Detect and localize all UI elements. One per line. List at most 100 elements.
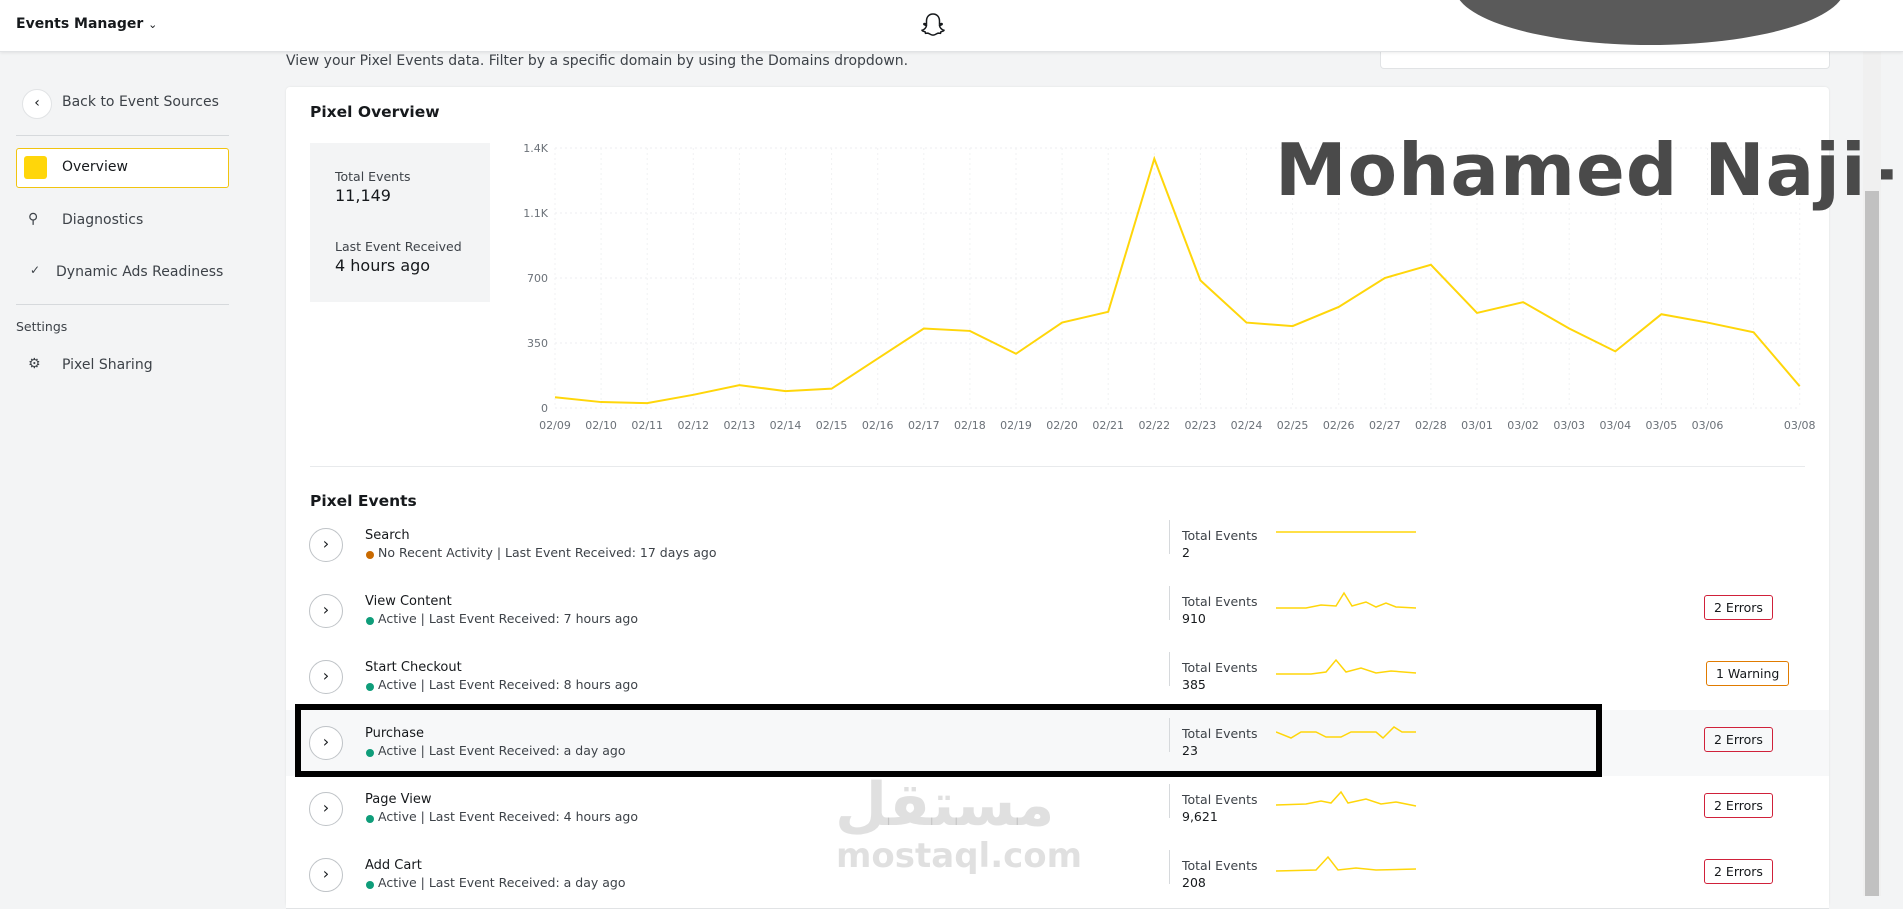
expand-button[interactable]: › [309, 858, 343, 892]
event-name: Add Cart [365, 858, 422, 873]
x-tick-label: 02/18 [954, 419, 986, 432]
x-tick-label: 02/23 [1185, 419, 1217, 432]
sparkline [1276, 531, 1416, 533]
expand-button[interactable]: › [309, 594, 343, 628]
x-tick-label: 02/21 [1092, 419, 1124, 432]
sparkline-path [1276, 790, 1417, 807]
event-name: Page View [365, 792, 432, 807]
x-tick-label: 02/19 [1000, 419, 1032, 432]
y-tick-label: 0 [541, 402, 548, 415]
x-tick-label: 02/22 [1138, 419, 1170, 432]
status-badge[interactable]: 2 Errors [1704, 595, 1773, 620]
y-tick-label: 350 [527, 337, 548, 350]
divider [16, 304, 229, 305]
total-count: 208 [1182, 875, 1206, 890]
expand-button[interactable]: › [309, 792, 343, 826]
nav-item[interactable]: Pixel Sharing [62, 357, 153, 373]
event-status: Active | Last Event Received: a day ago [378, 743, 626, 758]
search-icon: ⚲ [28, 211, 39, 227]
event-status: Active | Last Event Received: 7 hours ag… [378, 611, 638, 626]
divider [1169, 850, 1170, 884]
scroll-thumb [1865, 191, 1879, 896]
nav-item[interactable]: Overview [62, 159, 128, 175]
stat-label: Total Events [335, 169, 411, 184]
x-tick-label: 02/12 [677, 419, 709, 432]
x-tick-label: 03/08 [1784, 419, 1816, 432]
total-label: Total Events [1182, 660, 1258, 675]
total-label: Total Events [1182, 858, 1258, 873]
scrollbar [1863, 51, 1881, 896]
status-dot [366, 815, 374, 823]
divider [1169, 784, 1170, 818]
total-count: 23 [1182, 743, 1198, 758]
sparkline [1276, 658, 1417, 675]
x-tick-label: 02/24 [1231, 419, 1263, 432]
stat-value: 11,149 [335, 186, 391, 205]
status-badge[interactable]: 2 Errors [1704, 793, 1773, 818]
divider [16, 135, 229, 136]
total-count: 385 [1182, 677, 1206, 692]
divider [310, 466, 1805, 467]
check-icon: ✓ [30, 263, 41, 277]
divider [1169, 586, 1170, 620]
app-name: Events Manager [16, 16, 144, 32]
status-dot [366, 617, 374, 625]
watermark: mostaql.com [836, 836, 1083, 876]
event-row: › Page View Active | Last Event Received: … [286, 776, 1829, 843]
status-badge[interactable]: 2 Errors [1704, 727, 1773, 752]
x-tick-label: 02/26 [1323, 419, 1355, 432]
app-menu[interactable]: Events Manager ⌄ [16, 16, 158, 32]
sparkline-path [1276, 855, 1417, 872]
divider [1169, 520, 1170, 554]
sparkline [1276, 591, 1417, 609]
section-title: Pixel Events [310, 492, 417, 510]
active-item[interactable] [16, 148, 229, 188]
x-tick-label: 03/04 [1599, 419, 1631, 432]
event-row: › Search No Recent Activity | Last Event R… [286, 512, 1829, 579]
chart: 0 350 700 1.1K 1.4K 02/09 02/10 02/11 02/12 02/13… [523, 142, 1816, 432]
stats-box: Total Events 11,149 Last Event Received … [310, 143, 490, 302]
total-label: Total Events [1182, 594, 1258, 609]
event-status: Active | Last Event Received: 4 hours ag… [378, 809, 638, 824]
sparkline [1276, 855, 1417, 872]
event-name: Purchase [365, 726, 425, 741]
x-tick-label: 02/17 [908, 419, 940, 432]
event-name: View Content [365, 594, 452, 609]
nav-item[interactable]: Diagnostics [62, 212, 144, 228]
x-tick-label: 02/14 [770, 419, 802, 432]
event-status: Active | Last Event Received: a day ago [378, 875, 626, 890]
event-row: › Start Checkout Active | Last Event Recei… [286, 644, 1829, 711]
event-status: Active | Last Event Received: 8 hours ag… [378, 677, 638, 692]
settings-heading: Settings [16, 319, 68, 334]
nav-item[interactable]: Dynamic Ads Readiness [56, 264, 224, 280]
y-tick-label: 1.4K [523, 142, 548, 155]
expand-button[interactable]: › [309, 726, 343, 760]
back-link[interactable]: Back to Event Sources [62, 94, 219, 110]
sidebar: ‹ Back to Event Sources Overview ⚲ Diagn… [0, 51, 254, 896]
y-tick-label: 1.1K [523, 207, 548, 220]
event-name: Search [365, 528, 410, 543]
highlight-box [295, 704, 1602, 777]
watermark: مستقل [835, 770, 1055, 840]
x-tick-label: 03/06 [1692, 419, 1724, 432]
x-tick-label: 02/27 [1369, 419, 1401, 432]
status-badge[interactable]: 1 Warning [1706, 661, 1790, 686]
status-badge[interactable]: 2 Errors [1704, 859, 1773, 884]
expand-button[interactable]: › [309, 528, 343, 562]
y-tick-label: 700 [527, 272, 548, 285]
status-dot [366, 749, 374, 757]
series-line [554, 155, 1801, 405]
total-count: 2 [1182, 545, 1190, 560]
x-tick-label: 02/09 [539, 419, 571, 432]
status-dot [366, 551, 374, 559]
sparkline-path [1276, 591, 1417, 609]
total-label: Total Events [1182, 726, 1258, 741]
stat-label: Last Event Received [335, 239, 462, 254]
total-label: Total Events [1182, 528, 1258, 543]
back-icon[interactable]: ‹ [22, 89, 52, 119]
event-name: Start Checkout [365, 660, 462, 675]
expand-button[interactable]: › [309, 660, 343, 694]
total-count: 910 [1182, 611, 1206, 626]
event-row: › View Content Active | Last Event Receive… [286, 578, 1829, 645]
